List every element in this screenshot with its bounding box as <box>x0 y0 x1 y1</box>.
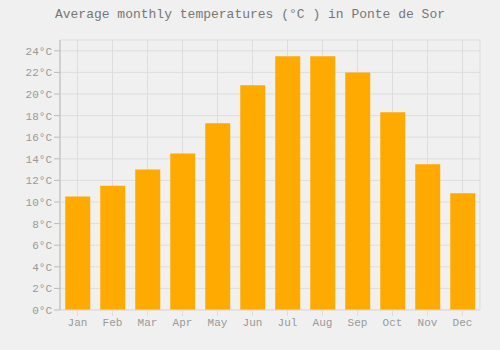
svg-text:Feb: Feb <box>103 317 123 329</box>
svg-text:2°C: 2°C <box>32 283 52 295</box>
svg-text:18°C: 18°C <box>26 111 53 123</box>
svg-text:6°C: 6°C <box>32 240 52 252</box>
svg-text:Oct: Oct <box>383 317 403 329</box>
svg-text:24°C: 24°C <box>26 46 53 58</box>
svg-text:Aug: Aug <box>313 317 333 329</box>
svg-text:14°C: 14°C <box>26 154 53 166</box>
svg-text:20°C: 20°C <box>26 89 53 101</box>
svg-text:8°C: 8°C <box>32 219 52 231</box>
svg-text:Jul: Jul <box>278 317 298 329</box>
svg-text:Dec: Dec <box>453 317 473 329</box>
html-text:Average monthly temperatures (: Average monthly temperatures (°C ) in Po… <box>55 7 445 22</box>
svg-text:Mar: Mar <box>138 317 158 329</box>
svg-text:Jan: Jan <box>68 317 88 329</box>
svg-text:10°C: 10°C <box>26 197 53 209</box>
svg-text:Apr: Apr <box>173 317 193 329</box>
svg-text:12°C: 12°C <box>26 175 53 187</box>
svg-text:May: May <box>208 317 228 329</box>
svg-text:Jun: Jun <box>243 317 263 329</box>
svg-text:4°C: 4°C <box>32 262 52 274</box>
svg-text:0°C: 0°C <box>32 305 52 317</box>
svg-text:Sep: Sep <box>348 317 368 329</box>
svg-text:22°C: 22°C <box>26 67 53 79</box>
svg-text:Nov: Nov <box>418 317 438 329</box>
svg-text:16°C: 16°C <box>26 132 53 144</box>
